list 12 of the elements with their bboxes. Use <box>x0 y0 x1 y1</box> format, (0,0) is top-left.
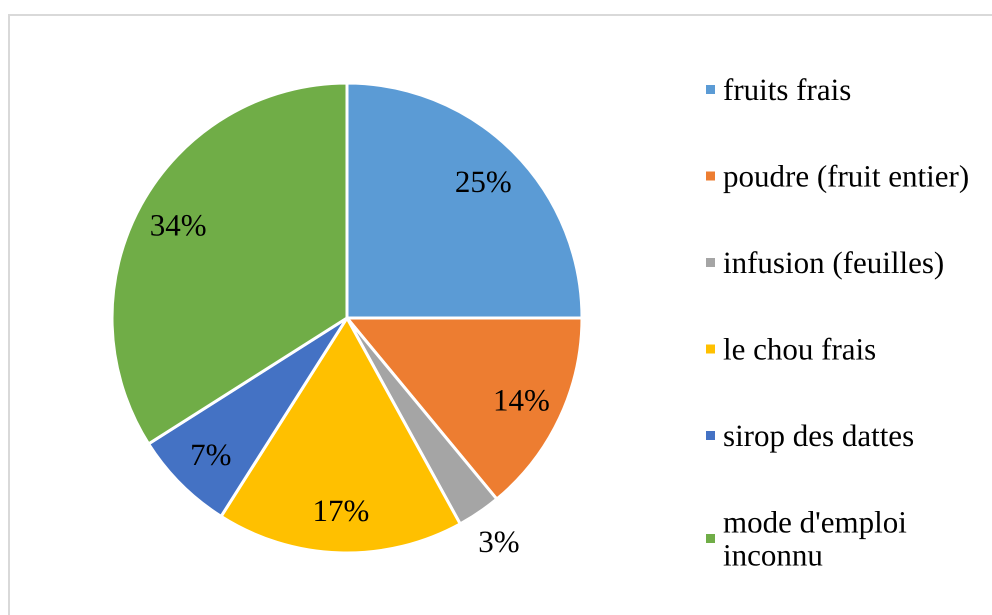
data-label: 14% <box>492 382 550 418</box>
legend-label: le chou frais <box>723 332 876 366</box>
data-label: 34% <box>150 208 207 243</box>
legend-label: fruits frais <box>723 72 852 107</box>
data-label: 7% <box>190 436 232 472</box>
data-label: 3% <box>478 524 520 560</box>
legend-label: poudre (fruit entier) <box>723 158 970 194</box>
legend-label: infusion (feuilles) <box>723 245 944 280</box>
data-label: 25% <box>454 164 512 200</box>
legend-label: mode d'emploi inconnu <box>723 504 915 572</box>
legend-label: sirop des dattes <box>723 418 914 453</box>
data-label: 17% <box>312 493 370 528</box>
